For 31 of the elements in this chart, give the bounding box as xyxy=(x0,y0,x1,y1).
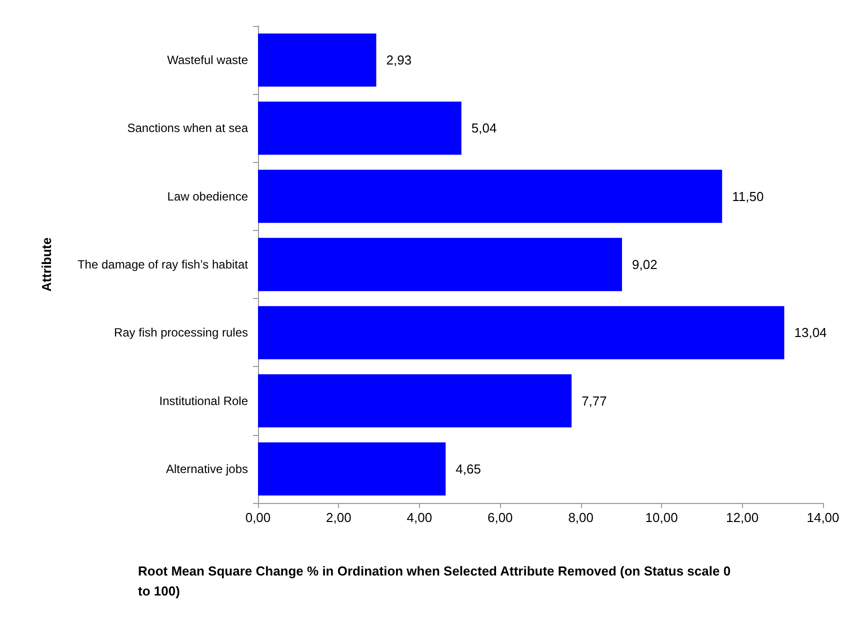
bar xyxy=(258,238,622,292)
data-label: 2,93 xyxy=(386,52,412,68)
y-tick-label: The damage of ray fish’s habitat xyxy=(77,258,249,272)
y-tick-label: Wasteful waste xyxy=(167,53,248,68)
data-label: 7,77 xyxy=(582,393,607,408)
data-label: 9,02 xyxy=(632,257,658,272)
x-tick-label: 14,00 xyxy=(806,510,840,525)
bar xyxy=(258,306,784,360)
x-tick-label: 0,00 xyxy=(245,510,271,525)
x-tick-label: 8,00 xyxy=(568,510,594,525)
y-tick-label: Ray fish processing rules xyxy=(114,326,248,340)
x-axis-title: Root Mean Square Change % in Ordination when Selected Attribute Removed (on Status scale 0 to 100) xyxy=(138,564,734,598)
x-tick-label: 6,00 xyxy=(487,510,513,525)
y-tick-label: Law obedience xyxy=(167,189,248,204)
bar xyxy=(258,33,376,87)
y-tick-label: Sanctions when at sea xyxy=(127,121,248,136)
y-tick-label: Alternative jobs xyxy=(166,462,248,476)
bar xyxy=(258,374,572,428)
x-tick-label: 12,00 xyxy=(726,510,759,525)
x-tick-label: 4,00 xyxy=(406,510,432,525)
x-tick-label: 10,00 xyxy=(645,510,678,525)
data-label: 13,04 xyxy=(794,325,827,340)
bar xyxy=(258,170,722,223)
bar xyxy=(258,102,462,155)
y-tick-label: Institutional Role xyxy=(159,394,248,408)
data-label: 5,04 xyxy=(471,120,497,136)
data-label: 4,65 xyxy=(456,461,481,476)
bar xyxy=(258,442,446,496)
x-tick-label: 2,00 xyxy=(326,510,352,525)
data-label: 11,50 xyxy=(732,188,764,204)
y-axis-title: Attribute xyxy=(39,237,54,292)
